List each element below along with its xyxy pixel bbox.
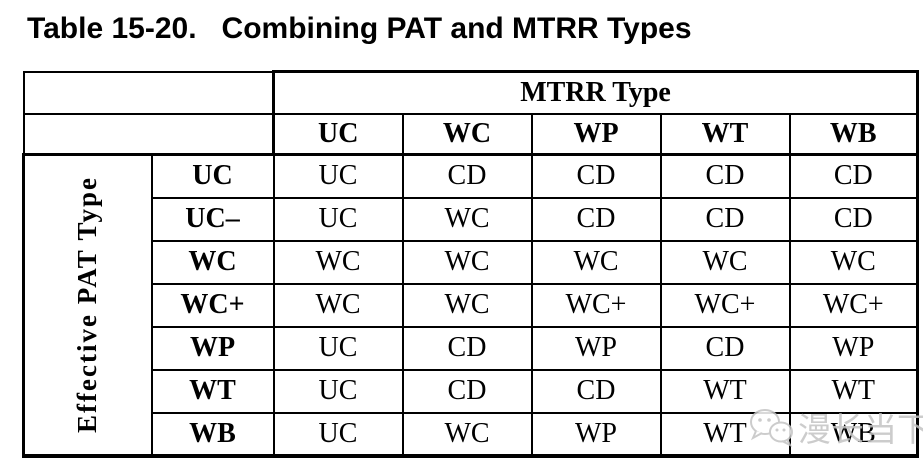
- cell: WC+: [659, 282, 791, 328]
- table-row: WC+ WC WC WC+ WC+ WC+: [24, 282, 920, 328]
- cell: UC: [272, 325, 404, 371]
- cell: WC: [272, 282, 404, 328]
- cell: WC: [530, 239, 662, 285]
- row-header: WC+: [150, 282, 275, 328]
- table-row: WC WC WC WC WC WC: [24, 239, 920, 285]
- pat-axis-label: Effective PAT Type: [72, 176, 103, 434]
- corner-blank: [22, 112, 275, 156]
- cell: UC: [272, 153, 404, 199]
- row-header: UC–: [150, 196, 275, 242]
- mtrr-header-row: MTRR Type: [22, 70, 920, 115]
- col-header-wb: WB: [788, 112, 920, 156]
- cell: CD: [530, 196, 662, 242]
- cell: CD: [788, 196, 920, 242]
- corner-blank: [22, 70, 275, 115]
- cell: WC: [272, 239, 404, 285]
- cell: CD: [659, 153, 791, 199]
- pat-axis-cell: Effective PAT Type: [22, 153, 153, 458]
- col-header-uc: UC: [272, 112, 404, 156]
- cell: CD: [659, 196, 791, 242]
- row-header: UC: [150, 153, 275, 199]
- col-header-wt: WT: [659, 112, 791, 156]
- mtrr-type-header: MTRR Type: [271, 70, 920, 115]
- cell: UC: [272, 411, 404, 458]
- cell: WC: [401, 196, 533, 242]
- cell: CD: [659, 325, 791, 371]
- cell: CD: [530, 368, 662, 414]
- cell: WC: [401, 411, 533, 458]
- cell: WT: [788, 368, 920, 414]
- cell: CD: [401, 368, 533, 414]
- cell: UC: [272, 196, 404, 242]
- cell: WP: [788, 325, 920, 371]
- cell: WB: [788, 411, 920, 458]
- cell: WC: [401, 282, 533, 328]
- cell: CD: [401, 325, 533, 371]
- row-header: WC: [150, 239, 275, 285]
- pat-mtrr-table: MTRR Type UC WC WP WT WB Effective PAT T…: [22, 70, 920, 458]
- col-header-wc: WC: [401, 112, 533, 156]
- cell: WT: [659, 368, 791, 414]
- table-row: WP UC CD WP CD WP: [24, 325, 920, 371]
- cell: WT: [659, 411, 791, 458]
- cell: WC: [401, 239, 533, 285]
- table-row: WT UC CD CD WT WT: [24, 368, 920, 414]
- row-header: WB: [150, 411, 275, 458]
- cell: WP: [530, 325, 662, 371]
- cell: WC+: [788, 282, 920, 328]
- cell: UC: [272, 368, 404, 414]
- table-row: UC– UC WC CD CD CD: [24, 196, 920, 242]
- col-header-wp: WP: [530, 112, 662, 156]
- row-header: WT: [150, 368, 275, 414]
- cell: CD: [530, 153, 662, 199]
- cell: WC: [788, 239, 920, 285]
- table-row: Effective PAT Type UC UC CD CD CD CD: [22, 153, 920, 458]
- cell: WC: [659, 239, 791, 285]
- cell: WP: [530, 411, 662, 458]
- row-header: WP: [150, 325, 275, 371]
- table-caption: Table 15-20. Combining PAT and MTRR Type…: [27, 12, 692, 45]
- column-header-row: UC WC WP WT WB: [22, 112, 920, 156]
- table-row: WB UC WC WP WT WB: [24, 411, 920, 458]
- cell: CD: [788, 153, 920, 199]
- cell: CD: [401, 153, 533, 199]
- cell: WC+: [530, 282, 662, 328]
